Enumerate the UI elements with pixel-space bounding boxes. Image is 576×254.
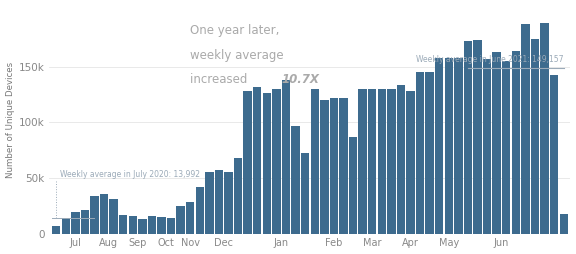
Bar [502,61,510,234]
Bar [483,59,491,234]
Bar [310,89,319,234]
Bar [186,202,195,234]
Bar [138,219,146,234]
Bar [176,206,185,234]
Bar [368,89,376,234]
Bar [511,51,520,234]
Bar [416,72,425,234]
Bar [215,170,223,234]
Bar [167,218,175,234]
Text: weekly average: weekly average [190,49,284,62]
Bar [320,100,328,234]
Bar [128,216,137,234]
Bar [426,72,434,234]
Bar [339,98,348,234]
Bar [263,93,271,234]
Bar [52,226,60,234]
Bar [397,85,405,234]
Bar [445,58,453,234]
Bar [387,89,396,234]
Bar [157,217,166,234]
Bar [550,74,558,234]
Bar [291,126,300,234]
Bar [435,58,444,234]
Bar [492,52,501,234]
Text: 10.7X: 10.7X [281,73,319,86]
Bar [272,89,281,234]
Bar [109,199,118,234]
Bar [147,216,156,234]
Text: Weekly average in June 2021: 149,157: Weekly average in June 2021: 149,157 [416,55,564,64]
Text: Weekly average in July 2020: 13,992: Weekly average in July 2020: 13,992 [60,170,200,179]
Bar [301,153,309,234]
Bar [244,91,252,234]
Y-axis label: Number of Unique Devices: Number of Unique Devices [6,61,14,178]
Bar [81,210,89,234]
Bar [90,196,98,234]
Bar [406,91,415,234]
Bar [531,39,539,234]
Bar [119,215,127,234]
Bar [358,89,367,234]
Bar [377,89,386,234]
Bar [540,23,549,234]
Bar [329,98,338,234]
Bar [205,172,214,234]
Bar [196,187,204,234]
Text: increased: increased [190,73,251,86]
Bar [253,87,262,234]
Bar [454,58,463,234]
Bar [224,172,233,234]
Bar [100,194,108,234]
Bar [234,158,242,234]
Bar [464,41,472,234]
Bar [282,80,290,234]
Bar [521,24,530,234]
Bar [349,137,357,234]
Bar [71,212,79,234]
Bar [559,214,568,234]
Bar [62,218,70,234]
Bar [473,40,482,234]
Text: One year later,: One year later, [190,24,279,38]
